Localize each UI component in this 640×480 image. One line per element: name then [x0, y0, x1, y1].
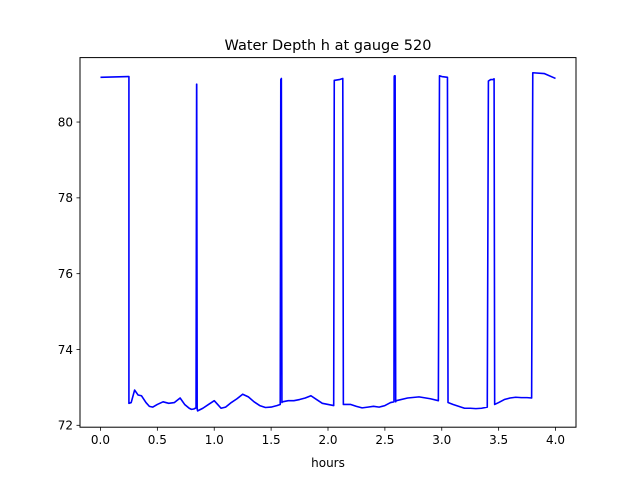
x-tick-label: 3.5	[489, 433, 508, 447]
x-tick-label: 0.5	[148, 433, 167, 447]
x-tick-label: 4.0	[546, 433, 565, 447]
y-tick-label: 74	[58, 343, 73, 357]
y-tick-label: 72	[58, 419, 73, 433]
x-tick-label: 2.0	[318, 433, 337, 447]
series-line-0	[100, 71, 556, 412]
plot-area	[100, 71, 556, 412]
x-axis: 0.0 0.5 1.0 1.5 2.0 2.5 3.0 3.5 4.0	[91, 427, 565, 447]
x-tick-label: 0.0	[91, 433, 110, 447]
x-tick-label: 3.0	[432, 433, 451, 447]
y-tick-label: 76	[58, 267, 73, 281]
chart-title: Water Depth h at gauge 520	[225, 38, 432, 54]
x-tick-label: 1.0	[205, 433, 224, 447]
y-tick-label: 78	[58, 191, 73, 205]
y-axis: 72 74 76 78 80	[58, 115, 80, 433]
y-tick-label: 80	[58, 115, 73, 129]
x-tick-label: 1.5	[262, 433, 281, 447]
x-tick-label: 2.5	[375, 433, 394, 447]
x-axis-label: hours	[311, 456, 345, 470]
